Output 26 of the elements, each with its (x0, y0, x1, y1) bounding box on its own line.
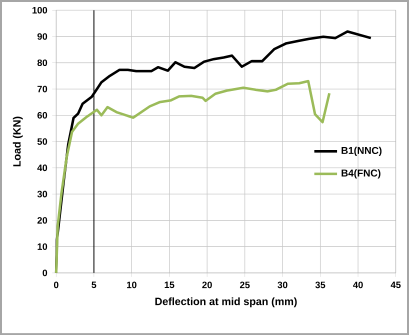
y-tick-label: 60 (37, 112, 48, 119)
x-tick-label: 45 (390, 282, 401, 288)
x-tick-label: 20 (202, 282, 212, 288)
y-tick-label: 20 (37, 217, 48, 224)
x-tick-label: 10 (127, 282, 136, 288)
x-tick-label: 35 (315, 282, 326, 288)
y-axis-title: Load (KN) (12, 116, 23, 166)
x-tick-label: 15 (164, 282, 174, 288)
x-tick-label: 25 (240, 282, 250, 288)
y-tick-label: 40 (37, 164, 48, 172)
y-tick-label: 30 (37, 190, 48, 198)
y-tick-label: 100 (32, 6, 48, 14)
x-tick-label: 30 (278, 282, 288, 288)
y-tick-label: 70 (38, 86, 48, 92)
y-tick-label: 90 (37, 33, 48, 40)
y-tick-label: 50 (37, 138, 48, 145)
x-tick-label: 0 (54, 282, 58, 288)
legend-label: B4(FNC) (342, 169, 380, 179)
line-series (54, 80, 331, 274)
x-tick-label: 40 (352, 282, 363, 288)
y-tick-label: 10 (38, 243, 48, 250)
legend-label: B1(NNC) (342, 146, 382, 156)
x-axis-title: Deflection at mid span (mm) (155, 297, 297, 308)
x-tick-label: 5 (92, 282, 96, 288)
y-tick-label: 0 (42, 270, 48, 276)
y-tick-label: 80 (37, 59, 48, 66)
